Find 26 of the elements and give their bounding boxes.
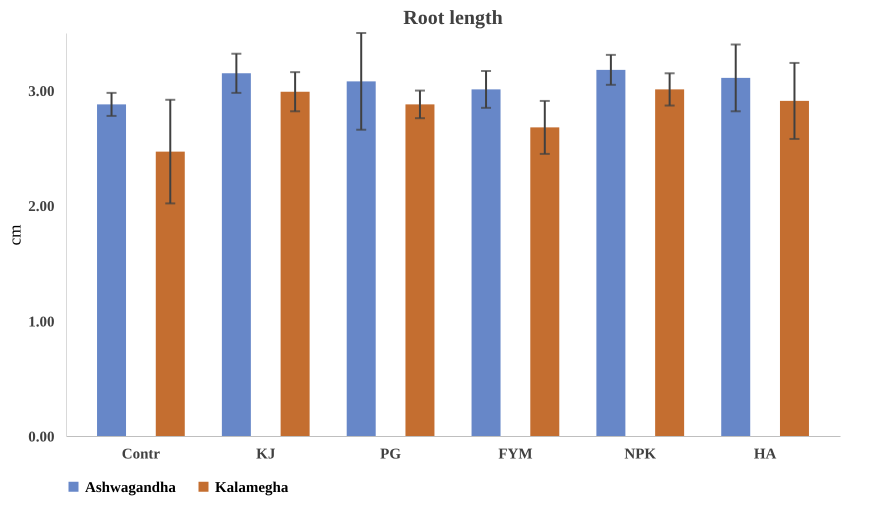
y-axis-title: cm [5, 224, 24, 246]
x-tick-label: Contr [122, 446, 160, 462]
x-tick-label: HA [754, 446, 777, 462]
legend-label: Kalamegha [215, 480, 289, 496]
y-tick-label: 1.00 [28, 314, 54, 330]
bar [97, 104, 126, 436]
y-tick-label: 3.00 [28, 84, 54, 100]
bar [222, 73, 251, 436]
bar [405, 104, 434, 436]
y-tick-label: 0.00 [28, 430, 54, 446]
x-tick-label: PG [380, 446, 402, 462]
x-tick-label: KJ [256, 446, 276, 462]
bar [472, 89, 501, 436]
bar [596, 70, 626, 436]
x-tick-label: FYM [498, 446, 532, 462]
bar [156, 152, 185, 436]
y-tick-label: 2.00 [28, 199, 54, 216]
bar [721, 78, 750, 436]
bar [346, 81, 376, 436]
bar [280, 92, 310, 436]
bar [530, 127, 560, 436]
chart-title: Root length [403, 7, 503, 29]
x-tick-label: NPK [624, 446, 656, 462]
bar [655, 89, 684, 436]
legend-label: Ashwagandha [85, 480, 176, 496]
bar [780, 100, 809, 436]
